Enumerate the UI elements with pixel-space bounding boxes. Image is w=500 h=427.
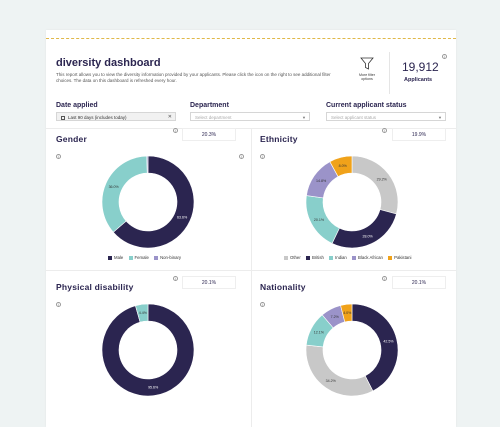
legend-item: Non-binary — [154, 255, 181, 260]
department-label: Department — [190, 102, 229, 109]
legend-item: Male — [108, 255, 123, 260]
page-description: This report allows you to view the diver… — [56, 72, 331, 83]
donut-slice[interactable] — [351, 155, 399, 215]
date-applied-filter[interactable]: Last 90 days (includes today) ✕ — [56, 112, 176, 121]
data-label: 29.2% — [377, 177, 388, 181]
disability-donut-chart: 95.6% 4.4% — [101, 303, 195, 397]
data-label: 14.8% — [316, 179, 327, 183]
gender-response-rate: 20.3% — [182, 128, 236, 141]
disability-detail-icon[interactable]: i — [56, 302, 61, 307]
legend-item: Black African — [352, 255, 383, 260]
calendar-icon — [61, 115, 65, 120]
gender-help-icon[interactable]: i — [239, 154, 244, 159]
top-divider — [46, 38, 456, 39]
panel-divider-vertical — [251, 128, 252, 427]
gender-info-icon[interactable]: i — [173, 128, 178, 133]
data-label: 28.0% — [363, 234, 374, 238]
gender-title: Gender — [56, 134, 87, 144]
disability-info-icon[interactable]: i — [173, 276, 178, 281]
panel-divider-horizontal — [46, 270, 456, 271]
disability-title: Physical disability — [56, 282, 134, 292]
donut-slice[interactable] — [340, 303, 353, 323]
data-label: 42.5% — [383, 339, 394, 343]
ethnicity-donut-chart: 29.2% 28.0% 20.1% 14.8% 8.0% — [305, 155, 399, 249]
data-label: 20.1% — [314, 218, 325, 222]
donut-slice[interactable] — [101, 303, 195, 397]
donut-slice[interactable] — [146, 155, 149, 174]
legend-item: Other — [284, 255, 301, 260]
funnel-icon — [360, 57, 374, 70]
data-label: 4.0% — [343, 311, 352, 315]
data-label: 8.0% — [339, 164, 348, 168]
ethnicity-response-rate: 19.9% — [392, 128, 446, 141]
ethnicity-legend: Other British Indian Black African Pakis… — [284, 255, 416, 260]
data-label: 4.4% — [139, 311, 148, 315]
applicants-info-icon[interactable]: i — [442, 54, 447, 59]
nationality-response-rate: 20.1% — [392, 276, 446, 289]
legend-item: Indian — [329, 255, 347, 260]
donut-slice[interactable] — [135, 303, 149, 323]
data-label: 7.2% — [331, 315, 340, 319]
data-label: 12.1% — [314, 331, 325, 335]
department-placeholder: Select department — [195, 115, 232, 120]
more-filter-options-label: More filter options — [359, 73, 375, 82]
header-separator — [389, 52, 390, 94]
legend-item: British — [305, 255, 324, 260]
data-label: 34.2% — [326, 379, 337, 383]
status-select[interactable]: Select applicant status ▼ — [326, 112, 446, 121]
nationality-donut-chart: 42.5% 34.2% 12.1% 7.2%4.0% — [305, 303, 399, 397]
nationality-title: Nationality — [260, 282, 306, 292]
donut-slice[interactable] — [305, 344, 374, 397]
date-applied-value: Last 90 days (includes today) — [68, 115, 127, 120]
more-filter-options-button[interactable]: More filter options — [355, 56, 379, 90]
nationality-detail-icon[interactable]: i — [260, 302, 265, 307]
donut-slice[interactable] — [101, 155, 148, 233]
donut-slice[interactable] — [329, 155, 353, 177]
ethnicity-info-icon[interactable]: i — [382, 128, 387, 133]
status-label: Current applicant status — [326, 102, 407, 109]
department-select[interactable]: Select department ▼ — [190, 112, 310, 121]
ethnicity-title: Ethnicity — [260, 134, 298, 144]
filters-divider — [46, 128, 456, 129]
status-placeholder: Select applicant status — [331, 115, 377, 120]
legend-item: Female — [128, 255, 149, 260]
applicants-label: Applicants — [404, 77, 433, 83]
gender-legend: Male Female Non-binary — [108, 255, 185, 260]
date-applied-label: Date applied — [56, 102, 98, 109]
nationality-info-icon[interactable]: i — [382, 276, 387, 281]
chevron-down-icon: ▼ — [302, 115, 306, 120]
chevron-down-icon: ▼ — [438, 115, 442, 120]
page-title: diversity dashboard — [56, 57, 161, 69]
clear-icon[interactable]: ✕ — [167, 114, 172, 120]
donut-slice[interactable] — [331, 209, 397, 249]
donut-slice[interactable] — [112, 155, 195, 249]
data-label: 36.0% — [109, 185, 120, 189]
applicants-count: 19,912 — [402, 60, 439, 74]
gender-donut-chart: 63.6% 36.0% — [101, 155, 195, 249]
gender-detail-icon[interactable]: i — [56, 154, 61, 159]
legend-item: Pakistani — [388, 255, 412, 260]
disability-response-rate: 20.1% — [182, 276, 236, 289]
data-label: 63.6% — [177, 216, 188, 220]
ethnicity-detail-icon[interactable]: i — [260, 154, 265, 159]
data-label: 95.6% — [148, 385, 159, 389]
dashboard-card: diversity dashboard This report allows y… — [46, 30, 456, 427]
